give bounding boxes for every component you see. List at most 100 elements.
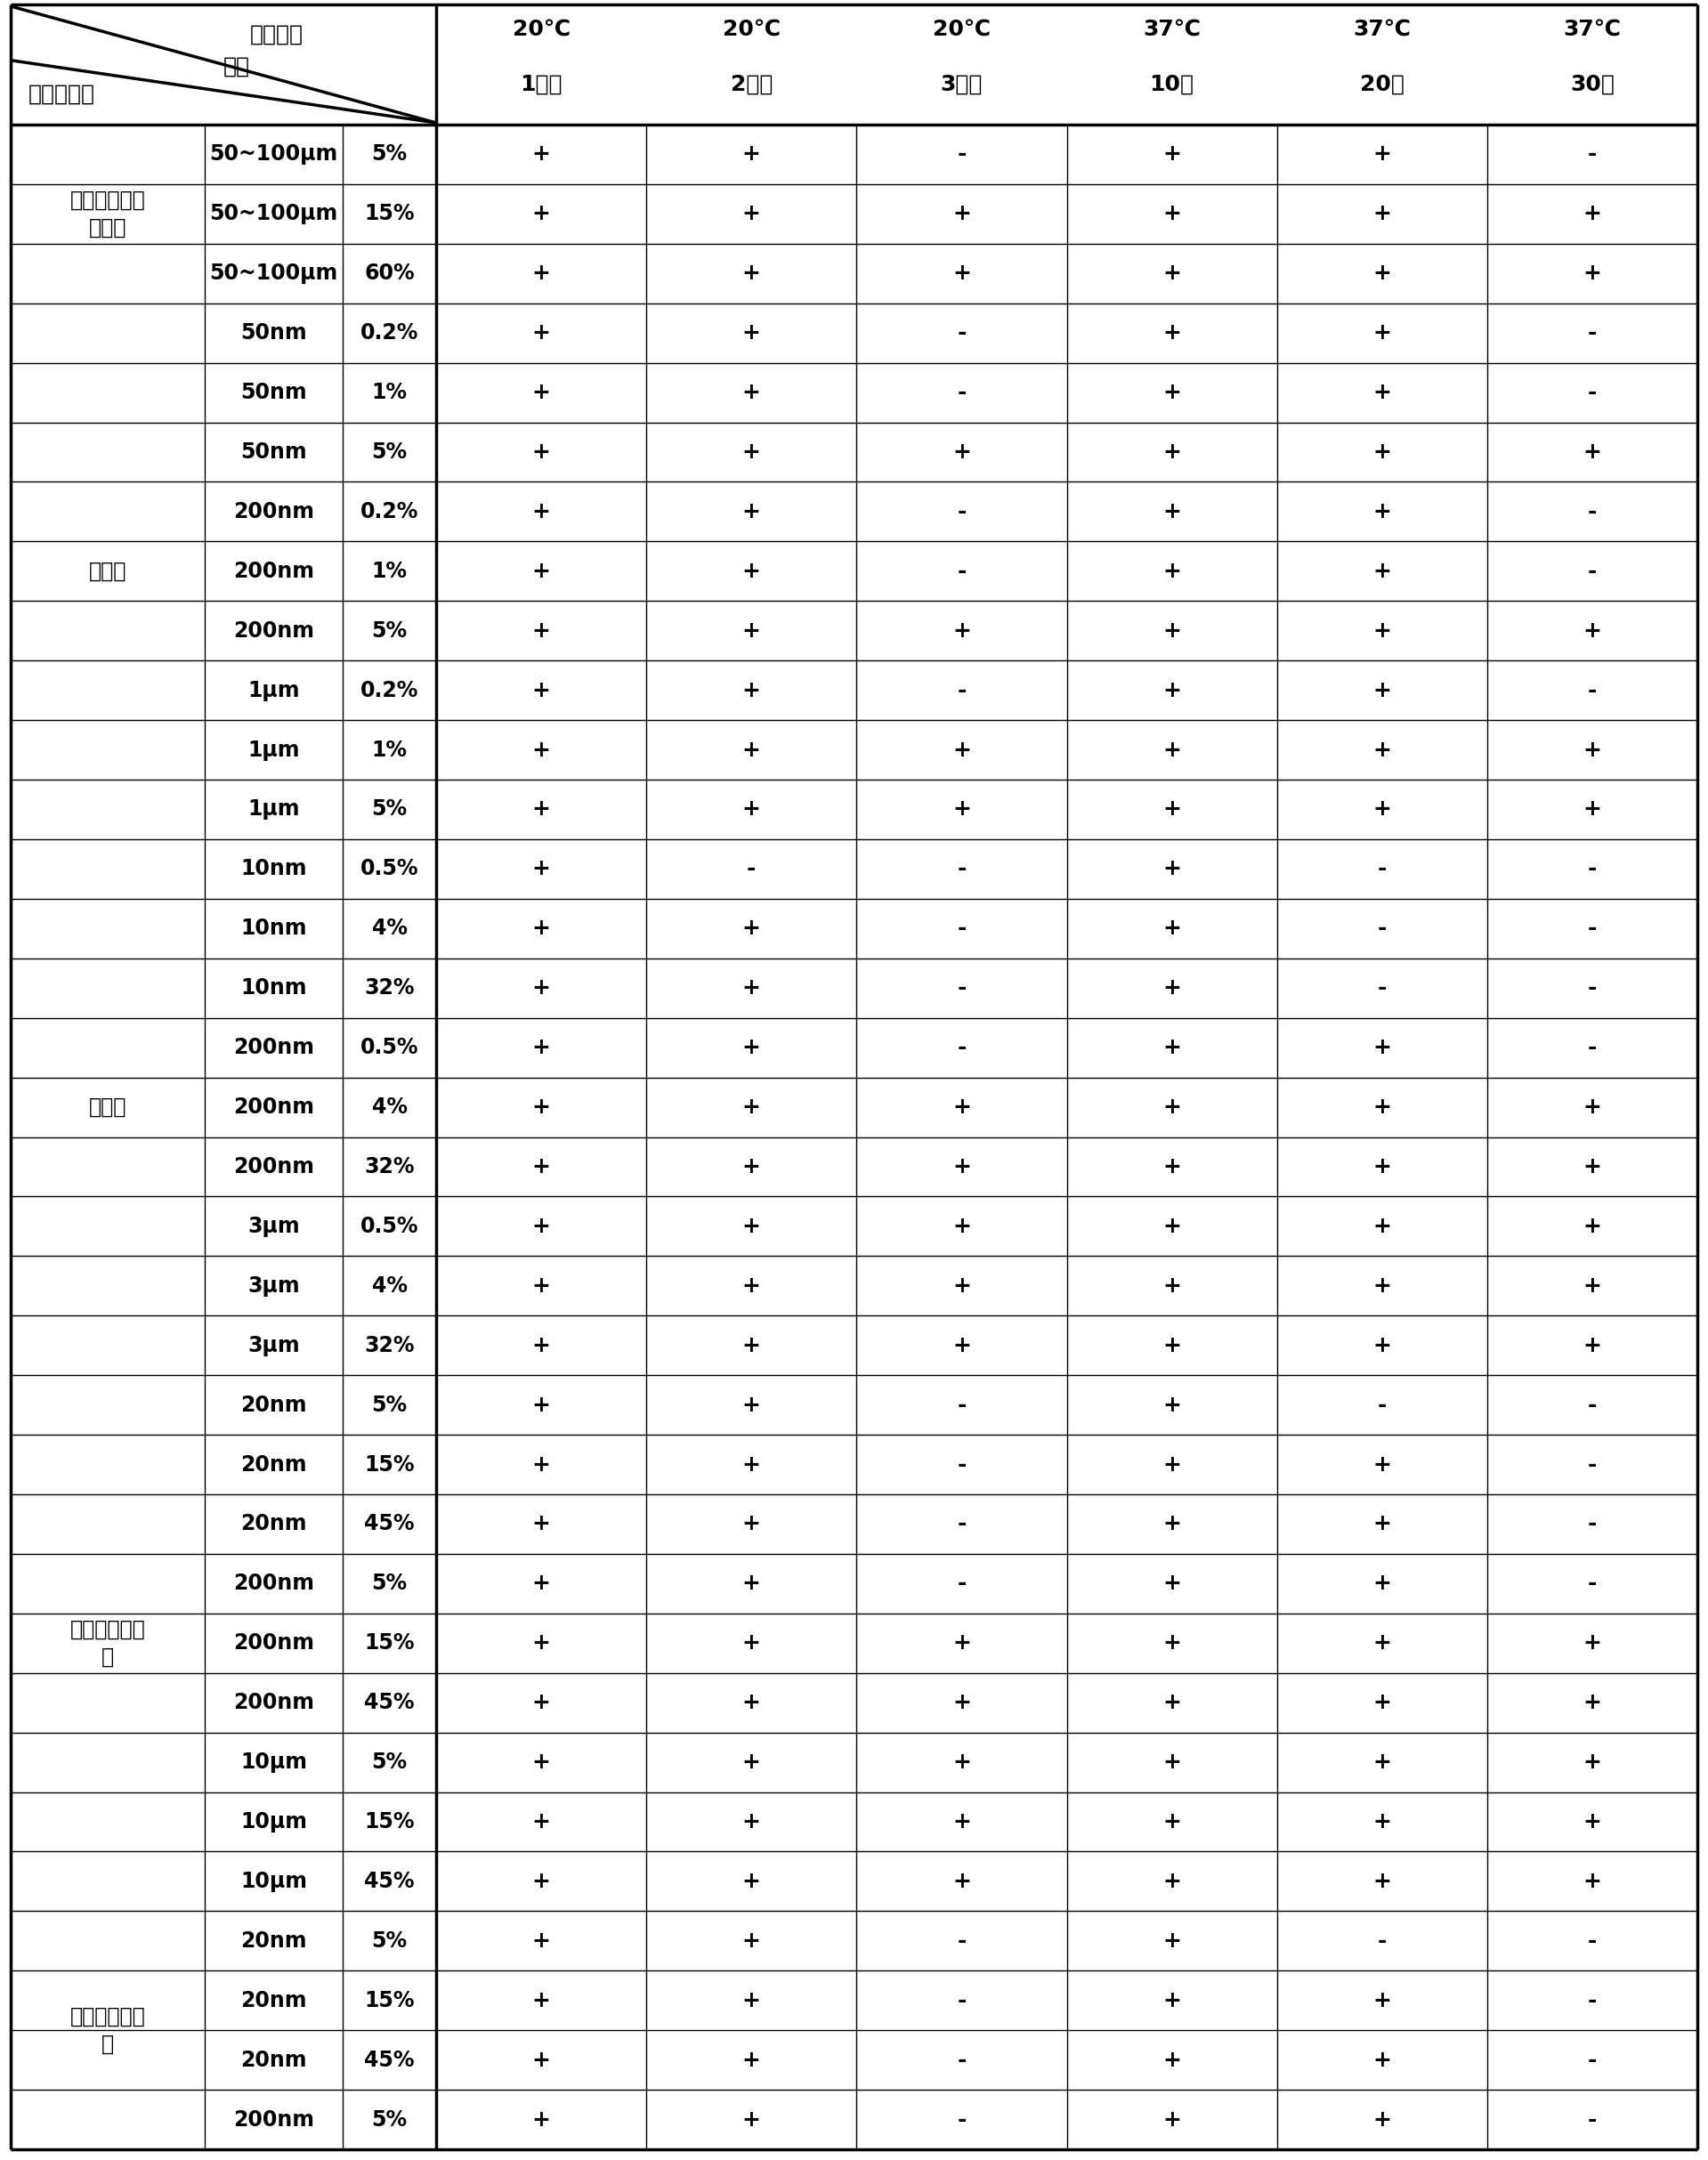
Text: 37℃: 37℃	[1353, 19, 1411, 41]
Text: +: +	[531, 918, 550, 940]
Text: -: -	[1377, 918, 1387, 940]
Text: 200nm: 200nm	[234, 1037, 314, 1058]
Text: +: +	[743, 1572, 760, 1594]
Text: +: +	[1583, 1335, 1602, 1356]
Text: 20℃: 20℃	[933, 19, 991, 41]
Text: 45%: 45%	[364, 1871, 415, 1892]
Text: +: +	[531, 203, 550, 225]
Text: -: -	[1588, 918, 1597, 940]
Text: +: +	[743, 978, 760, 998]
Text: +: +	[1373, 1156, 1392, 1177]
Text: 60%: 60%	[364, 264, 415, 285]
Text: 3μm: 3μm	[248, 1274, 301, 1296]
Text: 200nm: 200nm	[234, 1572, 314, 1594]
Text: +: +	[953, 1274, 970, 1296]
Text: -: -	[956, 322, 967, 343]
Text: +: +	[1163, 382, 1182, 404]
Text: +: +	[1163, 2108, 1182, 2130]
Text: +: +	[1163, 501, 1182, 523]
Text: -: -	[956, 858, 967, 879]
Text: 5%: 5%	[372, 1393, 407, 1415]
Text: +: +	[1163, 1989, 1182, 2011]
Text: 氧化铝多孔陶
瓷: 氧化铝多孔陶 瓷	[70, 1618, 145, 1668]
Text: +: +	[1163, 918, 1182, 940]
Text: 200nm: 200nm	[234, 1156, 314, 1177]
Text: +: +	[953, 1097, 970, 1119]
Text: -: -	[1588, 1454, 1597, 1475]
Text: -: -	[1588, 1572, 1597, 1594]
Text: 50~100μm: 50~100μm	[210, 203, 338, 225]
Text: +: +	[1373, 1097, 1392, 1119]
Text: -: -	[1588, 2050, 1597, 2071]
Text: +: +	[743, 501, 760, 523]
Text: +: +	[1163, 1156, 1182, 1177]
Text: -: -	[956, 1931, 967, 1953]
Text: +: +	[743, 1633, 760, 1655]
Text: +: +	[743, 2050, 760, 2071]
Text: +: +	[743, 382, 760, 404]
Text: +: +	[531, 978, 550, 998]
Text: +: +	[1163, 1335, 1182, 1356]
Text: +: +	[953, 1810, 970, 1832]
Text: 0.5%: 0.5%	[360, 1216, 418, 1238]
Text: +: +	[531, 1097, 550, 1119]
Text: 1个月: 1个月	[519, 73, 562, 95]
Text: +: +	[531, 1156, 550, 1177]
Text: +: +	[1373, 1989, 1392, 2011]
Text: +: +	[1373, 1335, 1392, 1356]
Text: -: -	[956, 1037, 967, 1058]
Text: +: +	[743, 1810, 760, 1832]
Text: 20nm: 20nm	[241, 1514, 307, 1536]
Text: +: +	[1373, 501, 1392, 523]
Text: +: +	[1163, 1871, 1182, 1892]
Text: +: +	[1163, 680, 1182, 702]
Text: +: +	[1163, 858, 1182, 879]
Text: 0.5%: 0.5%	[360, 1037, 418, 1058]
Text: 0.2%: 0.2%	[360, 501, 418, 523]
Text: 50nm: 50nm	[241, 322, 307, 343]
Text: +: +	[743, 1752, 760, 1773]
Text: +: +	[1163, 1037, 1182, 1058]
Text: +: +	[531, 680, 550, 702]
Text: -: -	[1588, 1514, 1597, 1536]
Text: +: +	[1373, 145, 1392, 164]
Text: +: +	[743, 1931, 760, 1953]
Text: +: +	[1373, 739, 1392, 760]
Text: +: +	[1583, 441, 1602, 462]
Text: +: +	[1163, 799, 1182, 821]
Text: +: +	[1163, 322, 1182, 343]
Text: +: +	[743, 620, 760, 642]
Text: +: +	[1163, 1633, 1182, 1655]
Text: 活性: 活性	[224, 56, 249, 78]
Text: 1%: 1%	[372, 562, 407, 581]
Text: -: -	[1588, 322, 1597, 343]
Text: -: -	[1588, 1393, 1597, 1415]
Text: +: +	[1373, 203, 1392, 225]
Text: +: +	[953, 441, 970, 462]
Text: +: +	[1163, 1691, 1182, 1713]
Text: 5%: 5%	[372, 2108, 407, 2130]
Text: -: -	[1588, 978, 1597, 998]
Text: 1%: 1%	[372, 382, 407, 404]
Text: 45%: 45%	[364, 1691, 415, 1713]
Text: +: +	[1163, 1097, 1182, 1119]
Text: +: +	[531, 1572, 550, 1594]
Text: +: +	[531, 1691, 550, 1713]
Text: -: -	[956, 680, 967, 702]
Text: +: +	[743, 1989, 760, 2011]
Text: +: +	[1583, 1216, 1602, 1238]
Text: -: -	[956, 1393, 967, 1415]
Text: +: +	[1373, 2050, 1392, 2071]
Text: 32%: 32%	[364, 978, 415, 998]
Text: 200nm: 200nm	[234, 1691, 314, 1713]
Text: 200nm: 200nm	[234, 2108, 314, 2130]
Text: +: +	[1163, 1454, 1182, 1475]
Text: 5%: 5%	[372, 799, 407, 821]
Text: 10μm: 10μm	[241, 1752, 307, 1773]
Text: +: +	[1373, 680, 1392, 702]
Text: +: +	[1163, 2050, 1182, 2071]
Text: 200nm: 200nm	[234, 501, 314, 523]
Text: +: +	[743, 918, 760, 940]
Text: 15%: 15%	[364, 203, 415, 225]
Text: +: +	[1163, 562, 1182, 581]
